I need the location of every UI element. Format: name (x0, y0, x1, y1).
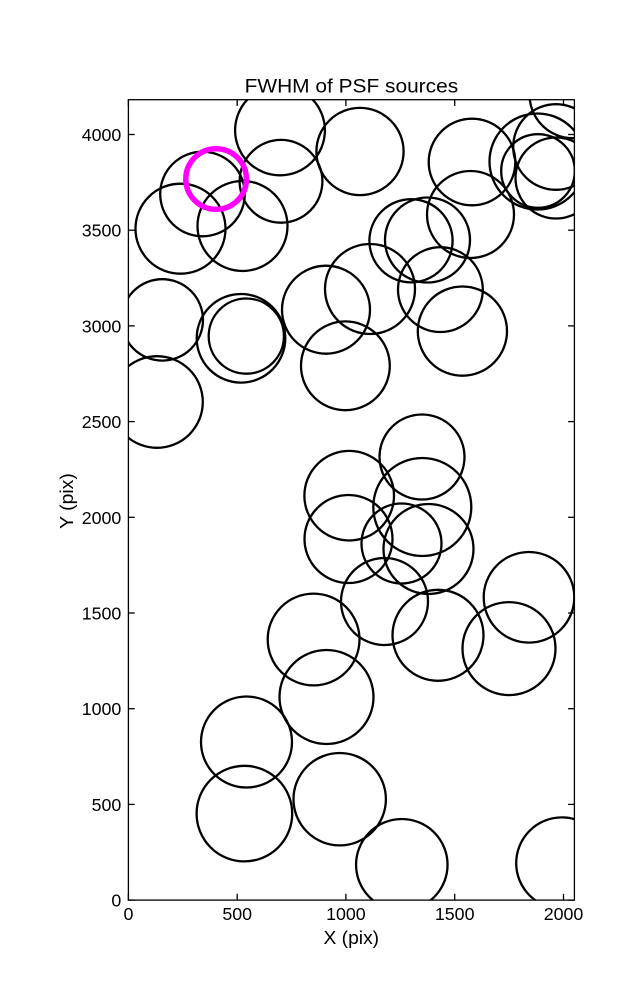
svg-text:1500: 1500 (82, 604, 122, 624)
svg-text:2500: 2500 (82, 412, 122, 432)
svg-text:2000: 2000 (82, 508, 122, 528)
svg-text:2000: 2000 (544, 904, 584, 924)
svg-text:X (pix): X (pix) (324, 928, 380, 948)
svg-text:0: 0 (123, 904, 133, 924)
svg-text:4000: 4000 (82, 125, 122, 145)
svg-text:Y (pix): Y (pix) (57, 473, 77, 529)
svg-text:FWHM of PSF sources: FWHM of PSF sources (245, 77, 459, 98)
svg-text:0: 0 (111, 891, 121, 911)
svg-text:3000: 3000 (82, 316, 122, 336)
svg-text:3500: 3500 (82, 221, 122, 241)
svg-text:1000: 1000 (326, 904, 366, 924)
svg-text:1500: 1500 (435, 904, 475, 924)
svg-text:500: 500 (92, 795, 122, 815)
svg-text:1000: 1000 (82, 699, 122, 719)
svg-text:500: 500 (222, 904, 252, 924)
